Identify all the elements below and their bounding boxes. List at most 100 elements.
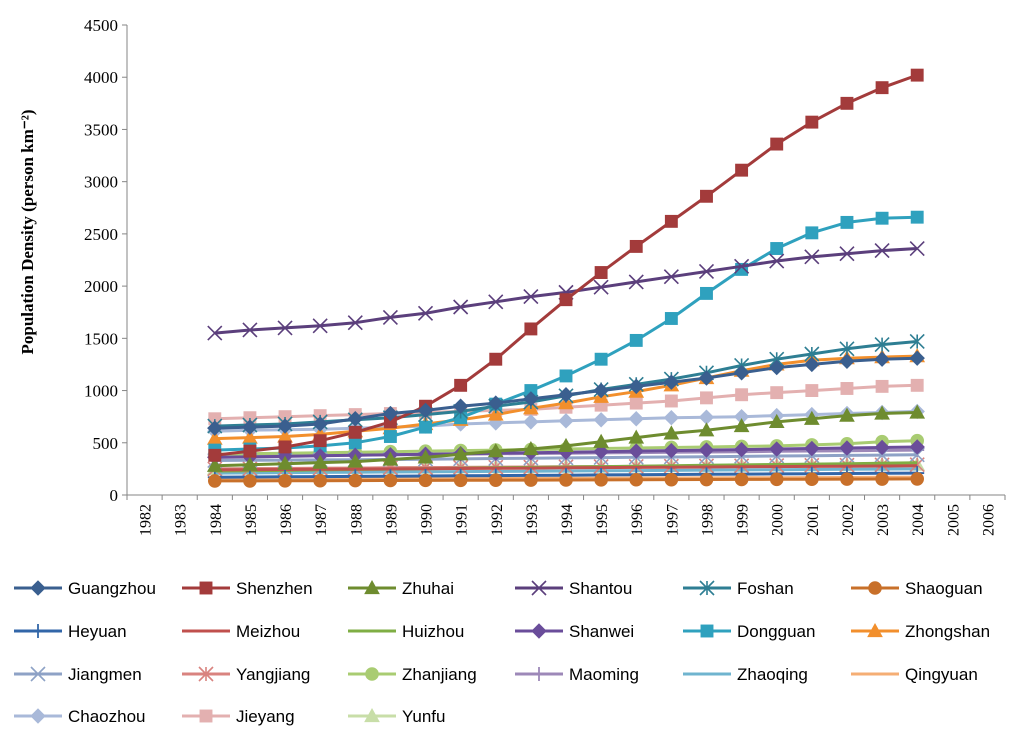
legend-marker [699,580,715,596]
x-tick-label: 2001 [805,504,822,536]
legend-label: Huizhou [402,622,464,641]
data-point [909,404,926,419]
data-point [910,472,925,486]
legend-marker [31,624,45,638]
data-point [839,341,855,357]
legend-label: Qingyuan [905,665,978,684]
data-point [733,365,750,381]
data-point [875,211,889,225]
data-point [700,189,713,203]
legend-label: Dongguan [737,622,815,641]
legend-label: Shanwei [569,622,634,641]
data-point [487,443,504,458]
data-point [558,413,574,429]
data-point [839,246,855,262]
data-point [382,309,398,326]
data-point [803,410,820,425]
data-point [910,68,924,82]
data-point [840,382,854,395]
x-tick-label: 1987 [313,504,330,536]
legend-item-yangjiang: Yangjiang [182,665,310,684]
data-point [629,333,643,347]
data-point [594,352,608,366]
data-point [523,288,539,305]
data-point [699,472,714,487]
data-point [734,472,749,487]
data-point [698,442,715,458]
legend-label: Shenzhen [236,579,313,598]
data-point [628,378,644,395]
legend-marker [30,666,46,682]
legend-marker [364,707,380,723]
data-point [419,420,432,434]
data-point [454,378,468,392]
legend-marker [199,581,213,595]
data-point [769,359,785,376]
x-tick-label: 1997 [664,504,681,536]
data-point [769,472,784,487]
data-point [909,350,925,366]
data-point [347,315,363,331]
x-tick-label: 1990 [419,504,436,536]
data-point [488,473,503,487]
data-point [559,369,573,383]
x-tick-label: 1982 [138,504,155,536]
data-point [417,402,434,419]
plot-area: 0 500 1000 1500 2000 2500 3000 3500 4000 4500 1982… [84,16,1006,536]
data-point [698,422,715,437]
x-tick-label: 2002 [840,504,857,536]
data-point [663,410,680,426]
data-point [206,457,223,472]
y-tick-label: 4000 [84,68,118,87]
data-point [804,249,820,265]
data-point [804,356,820,373]
data-point [910,378,924,392]
legend-marker [868,581,882,595]
x-tick-label: 1989 [383,504,400,536]
x-tick-label: 1984 [208,504,225,536]
data-point [417,305,434,321]
data-point [524,322,538,336]
data-point [242,322,258,338]
data-point [735,163,749,177]
data-point [207,325,223,341]
data-point [875,81,889,95]
legend-item-qingyuan: Qingyuan [851,665,978,684]
data-point [874,405,890,420]
data-point [733,441,750,458]
data-point [698,370,715,386]
data-point [242,456,258,471]
x-tick-label: 1994 [559,504,576,536]
data-point [663,442,680,459]
x-tick-label: 1998 [699,504,716,536]
x-tick-label: 2000 [770,504,787,536]
data-point [593,412,609,428]
data-point [594,473,608,487]
legend-label: Zhanjiang [402,665,477,684]
series-line [214,464,918,472]
legend-item-guangzhou: Guangzhou [14,579,156,598]
data-point [243,444,257,458]
legend-item-yunfu: Yunfu [348,707,446,726]
data-point [628,429,645,444]
series-line [214,247,918,335]
data-point [347,411,363,427]
legend-marker [531,623,547,639]
y-axis-label: Population Density (person km⁻²) [18,109,37,354]
data-point [909,240,925,257]
legend-item-meizhou: Meizhou [182,622,300,641]
data-point [524,473,538,487]
data-point [452,446,469,461]
series-layer [206,68,926,488]
legend-item-shaoguan: Shaoguan [851,579,983,598]
data-point [313,473,327,488]
legend-item-jieyang: Jieyang [182,707,295,726]
x-tick-label: 1996 [629,504,646,536]
data-point [383,473,398,488]
y-tick-label: 3000 [84,173,118,192]
y-tick-label: 4500 [84,16,118,35]
data-point [208,448,222,462]
data-point [417,449,434,464]
y-tick-label: 2000 [84,277,118,296]
